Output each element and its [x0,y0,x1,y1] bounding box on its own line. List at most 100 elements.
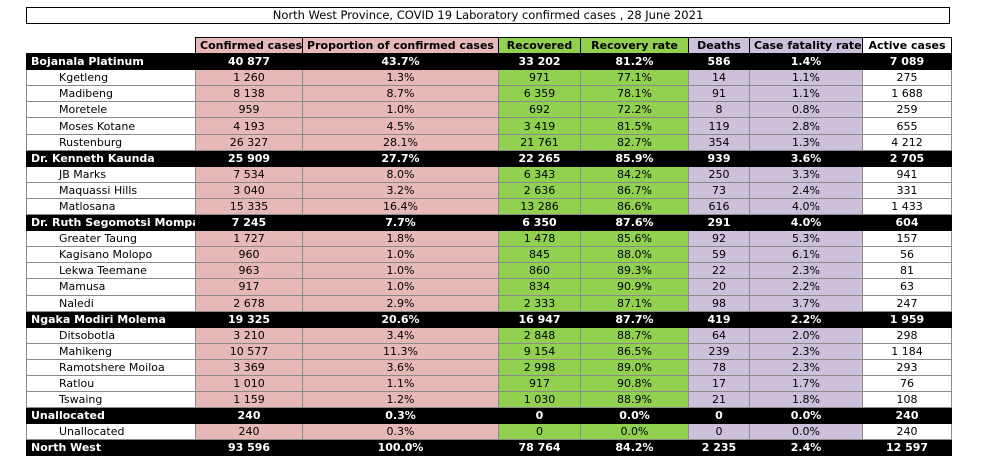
proportion-cell: 43.7% [302,53,499,71]
municipality-row: Mahikeng 10 577 11.3% 9 154 86.5% 239 2.3% 1 18… [26,342,952,360]
proportion-cell: 100.0% [302,439,499,456]
recovery-rate-cell: 84.2% [580,165,689,183]
municipality-name: Tswaing [26,391,196,409]
recovered-cell: 1 478 [498,230,581,248]
recovered-cell: 9 154 [498,342,581,360]
recovery-rate-cell: 84.2% [580,439,689,456]
case-fatality-rate-cell: 4.0% [749,214,863,232]
deaths-cell: 2 235 [688,439,750,456]
case-fatality-rate-cell: 2.2% [749,278,863,296]
municipality-name: Naledi [26,294,196,312]
district-total-row: Unallocated 240 0.3% 0 0.0% 0 0.0% 240 [26,407,952,425]
confirmed-cases-cell: 19 325 [195,310,303,328]
active-cases-cell: 259 [862,101,952,119]
municipality-name: Unallocated [26,423,196,441]
deaths-cell: 616 [688,197,750,216]
proportion-cell: 3.4% [302,326,499,344]
proportion-cell: 8.7% [302,85,499,103]
municipality-row: Ramotshere Moiloa 3 369 3.6% 2 998 89.0% 78 2.… [26,358,952,376]
covid-cases-table: Confirmed cases Proportion of confirmed c… [26,36,952,456]
proportion-cell: 4.5% [302,117,499,135]
recovered-cell: 0 [498,407,581,425]
deaths-cell: 0 [688,407,750,425]
recovery-rate-cell: 78.1% [580,85,689,103]
confirmed-cases-cell: 3 040 [195,181,303,199]
confirmed-cases-cell: 917 [195,278,303,296]
municipality-name: Madibeng [26,85,196,103]
district-name: Dr. Ruth Segomotsi Mompa [26,214,196,232]
recovered-cell: 860 [498,262,581,280]
deaths-cell: 64 [688,326,750,344]
confirmed-cases-cell: 959 [195,101,303,119]
municipality-name: JB Marks [26,165,196,183]
active-cases-cell: 157 [862,230,952,248]
case-fatality-rate-cell: 2.3% [749,358,863,376]
recovered-cell: 6 343 [498,165,581,183]
municipality-name: Moses Kotane [26,117,196,135]
municipality-name: Mamusa [26,278,196,296]
active-cases-cell: 941 [862,165,952,183]
recovered-cell: 0 [498,423,581,441]
recovery-rate-cell: 87.7% [580,310,689,328]
recovery-rate-cell: 88.7% [580,326,689,344]
active-cases-cell: 604 [862,214,952,232]
active-cases-cell: 655 [862,117,952,135]
proportion-cell: 0.3% [302,407,499,425]
confirmed-cases-cell: 26 327 [195,133,303,151]
case-fatality-rate-cell: 0.0% [749,407,863,425]
proportion-cell: 8.0% [302,165,499,183]
deaths-cell: 59 [688,246,750,264]
municipality-row: Matlosana 15 335 16.4% 13 286 86.6% 616 4.0% 1 … [26,197,952,216]
case-fatality-rate-cell: 2.3% [749,262,863,280]
active-cases-cell: 63 [862,278,952,296]
municipality-row: Maquassi Hills 3 040 3.2% 2 636 86.7% 73 2.4% 3… [26,181,952,199]
active-cases-cell: 240 [862,423,952,441]
case-fatality-rate-cell: 1.1% [749,69,863,87]
active-cases-cell: 12 597 [862,439,952,456]
active-cases-cell: 1 433 [862,197,952,216]
recovered-cell: 1 030 [498,391,581,409]
confirmed-cases-cell: 4 193 [195,117,303,135]
case-fatality-rate-cell: 2.2% [749,310,863,328]
column-header-district-name [26,36,196,55]
proportion-cell: 1.0% [302,262,499,280]
confirmed-cases-cell: 1 159 [195,391,303,409]
case-fatality-rate-cell: 1.3% [749,133,863,151]
deaths-cell: 22 [688,262,750,280]
confirmed-cases-cell: 1 010 [195,374,303,393]
proportion-cell: 3.6% [302,358,499,376]
recovered-cell: 2 636 [498,181,581,199]
active-cases-cell: 7 089 [862,53,952,71]
confirmed-cases-cell: 15 335 [195,197,303,216]
recovered-cell: 2 848 [498,326,581,344]
case-fatality-rate-cell: 0.8% [749,101,863,119]
case-fatality-rate-cell: 2.8% [749,117,863,135]
confirmed-cases-cell: 8 138 [195,85,303,103]
recovered-cell: 21 761 [498,133,581,151]
proportion-cell: 27.7% [302,149,499,167]
active-cases-cell: 293 [862,358,952,376]
active-cases-cell: 1 959 [862,310,952,328]
column-header-active-cases: Active cases [862,36,952,55]
municipality-row: JB Marks 7 534 8.0% 6 343 84.2% 250 3.3% 941 [26,165,952,183]
proportion-cell: 1.8% [302,230,499,248]
district-total-row: Bojanala Platinum 40 877 43.7% 33 202 81.2% 5… [26,53,952,71]
municipality-name: Kgetleng [26,69,196,87]
proportion-cell: 0.3% [302,423,499,441]
recovered-cell: 692 [498,101,581,119]
confirmed-cases-cell: 1 260 [195,69,303,87]
municipality-name: Ramotshere Moiloa [26,358,196,376]
municipality-name: Greater Taung [26,230,196,248]
district-name: Dr. Kenneth Kaunda [26,149,196,167]
district-total-row: Dr. Kenneth Kaunda 25 909 27.7% 22 265 85.9%… [26,149,952,167]
recovery-rate-cell: 81.5% [580,117,689,135]
confirmed-cases-cell: 40 877 [195,53,303,71]
municipality-name: Maquassi Hills [26,181,196,199]
recovered-cell: 834 [498,278,581,296]
deaths-cell: 939 [688,149,750,167]
proportion-cell: 1.0% [302,246,499,264]
deaths-cell: 73 [688,181,750,199]
active-cases-cell: 81 [862,262,952,280]
recovery-rate-cell: 86.6% [580,197,689,216]
district-name: Bojanala Platinum [26,53,196,71]
